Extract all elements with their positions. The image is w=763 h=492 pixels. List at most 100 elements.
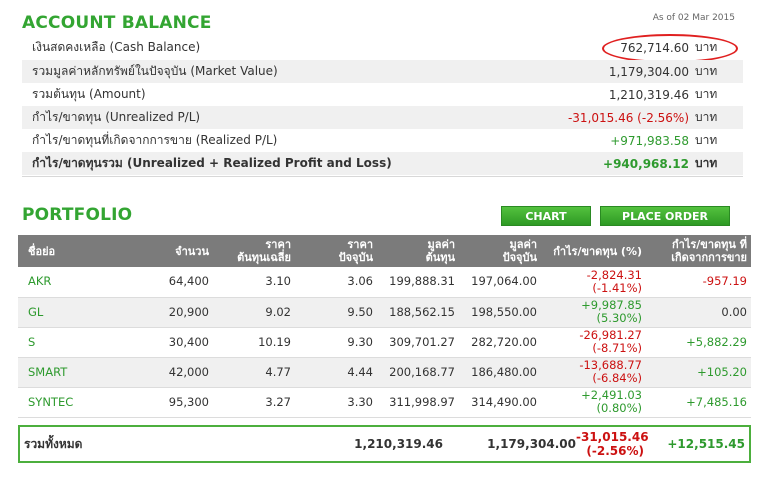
- table-row: GL 20,900 9.02 9.50 188,562.15 198,550.0…: [18, 297, 751, 328]
- cell-unrealized-pl: +9,987.85 (5.30%): [541, 297, 646, 328]
- balance-unit: บาท: [695, 87, 718, 101]
- cell-avg-cost: 4.77: [213, 357, 295, 388]
- balance-value: +971,983.58: [610, 133, 689, 148]
- upl-percent: (5.30%): [596, 311, 642, 325]
- cell-price: 9.30: [295, 327, 377, 358]
- cell-unrealized-pl: -2,824.31 (-1.41%): [541, 267, 646, 298]
- cell-unrealized-pl: -26,981.27 (-8.71%): [541, 327, 646, 358]
- header-label: จำนวน: [175, 244, 209, 258]
- header-label: ต้นทุน: [425, 251, 455, 264]
- cell-market: 314,490.00: [459, 387, 541, 418]
- total-realized-pl: +12,515.45: [667, 437, 745, 451]
- total-unrealized-pl: -31,015.46 (-2.56%): [576, 430, 649, 458]
- header-label: ชื่อย่อ: [28, 244, 56, 258]
- balance-row-realized: กำไร/ขาดทุนที่เกิดจากการขาย (Realized P/…: [22, 129, 743, 152]
- cell-realized-pl: -957.19: [646, 267, 751, 298]
- header-label: มูลค่า: [509, 238, 537, 251]
- col-header-unrealized-pl[interactable]: กำไร/ขาดทุน (%): [541, 235, 646, 267]
- cell-amount: 311,998.97: [377, 387, 459, 418]
- balance-unit: บาท: [695, 133, 718, 147]
- table-row: S 30,400 10.19 9.30 309,701.27 282,720.0…: [18, 327, 751, 358]
- chart-button[interactable]: CHART: [501, 206, 591, 226]
- table-row: SYNTEC 95,300 3.27 3.30 311,998.97 314,4…: [18, 387, 751, 418]
- total-amount: 1,210,319.46: [354, 437, 443, 451]
- symbol-link[interactable]: SMART: [18, 357, 128, 388]
- divider: [22, 176, 743, 177]
- cell-realized-pl: +7,485.16: [646, 387, 751, 418]
- account-balance-title: ACCOUNT BALANCE: [22, 13, 212, 33]
- symbol-link[interactable]: GL: [18, 297, 128, 328]
- symbol-link[interactable]: SYNTEC: [18, 387, 128, 418]
- upl-percent: (-8.71%): [592, 341, 642, 355]
- col-header-symbol[interactable]: ชื่อย่อ: [18, 235, 128, 267]
- cell-amount: 309,701.27: [377, 327, 459, 358]
- symbol-link[interactable]: S: [18, 327, 128, 358]
- balance-row-amount: รวมต้นทุน (Amount) 1,210,319.46 บาท: [22, 83, 743, 106]
- balance-value: 1,179,304.00: [608, 64, 689, 79]
- total-upl-percent: (-2.56%): [586, 444, 644, 458]
- cell-market: 198,550.00: [459, 297, 541, 328]
- total-market: 1,179,304.00: [487, 437, 576, 451]
- header-label: มูลค่า: [427, 238, 455, 251]
- cell-amount: 199,888.31: [377, 267, 459, 298]
- cell-market: 186,480.00: [459, 357, 541, 388]
- col-header-realized-pl[interactable]: กำไร/ขาดทุน ที่ เกิดจากการขาย: [646, 235, 751, 267]
- upl-value: -2,824.31: [586, 267, 642, 282]
- cell-avg-cost: 9.02: [213, 297, 295, 328]
- cell-amount: 188,562.15: [377, 297, 459, 328]
- portfolio-title: PORTFOLIO: [22, 205, 133, 225]
- cash-balance-highlight-circle: [602, 34, 738, 63]
- header-label: กำไร/ขาดทุน ที่: [672, 238, 747, 251]
- portfolio-table: ชื่อย่อ จำนวน ราคา ต้นทุนเฉลี่ย ราคา ปัจจุ…: [18, 235, 751, 418]
- cell-market: 197,064.00: [459, 267, 541, 298]
- cell-market: 282,720.00: [459, 327, 541, 358]
- cell-volume: 64,400: [128, 267, 213, 298]
- cell-volume: 42,000: [128, 357, 213, 388]
- upl-percent: (-6.84%): [592, 371, 642, 385]
- cell-unrealized-pl: +2,491.03 (0.80%): [541, 387, 646, 418]
- balance-label: กำไร/ขาดทุน (Unrealized P/L): [32, 110, 201, 124]
- balance-row-market-value: รวมมูลค่าหลักทรัพย์ในปัจจุบัน (Market Va…: [22, 60, 743, 83]
- header-label: กำไร/ขาดทุน (%): [553, 244, 642, 258]
- upl-percent: (-1.41%): [592, 280, 642, 295]
- balance-label: กำไร/ขาดทุนรวม (Unrealized + Realized Pr…: [32, 156, 392, 170]
- cell-realized-pl: +5,882.29: [646, 327, 751, 358]
- balance-label: รวมมูลค่าหลักทรัพย์ในปัจจุบัน (Market Va…: [32, 64, 278, 78]
- table-row: SMART 42,000 4.77 4.44 200,168.77 186,48…: [18, 357, 751, 388]
- balance-label: รวมต้นทุน (Amount): [32, 87, 146, 101]
- balance-row-total-pl: กำไร/ขาดทุนรวม (Unrealized + Realized Pr…: [22, 152, 743, 175]
- header-label: ปัจจุบัน: [338, 251, 373, 264]
- cell-volume: 30,400: [128, 327, 213, 358]
- cell-amount: 200,168.77: [377, 357, 459, 388]
- table-row: AKR 64,400 3.10 3.06 199,888.31 197,064.…: [18, 267, 751, 298]
- cell-price: 3.30: [295, 387, 377, 418]
- col-header-avg-cost[interactable]: ราคา ต้นทุนเฉลี่ย: [213, 235, 295, 267]
- cell-realized-pl: 0.00: [646, 297, 751, 328]
- symbol-link[interactable]: AKR: [18, 267, 128, 298]
- upl-percent: (0.80%): [596, 401, 642, 415]
- balance-value: 1,210,319.46: [608, 87, 689, 102]
- portfolio-total-row: รวมทั้งหมด 1,210,319.46 1,179,304.00 -31…: [18, 425, 751, 463]
- col-header-amount[interactable]: มูลค่า ต้นทุน: [377, 235, 459, 267]
- header-label: ราคา: [265, 238, 291, 251]
- header-label: เกิดจากการขาย: [671, 251, 747, 264]
- cell-price: 4.44: [295, 357, 377, 388]
- cell-volume: 20,900: [128, 297, 213, 328]
- balance-label: กำไร/ขาดทุนที่เกิดจากการขาย (Realized P/…: [32, 133, 278, 147]
- upl-value: +9,987.85: [581, 298, 642, 312]
- balance-value: +940,968.12: [603, 156, 689, 171]
- col-header-market[interactable]: มูลค่า ปัจจุบัน: [459, 235, 541, 267]
- cell-volume: 95,300: [128, 387, 213, 418]
- balance-label: เงินสดคงเหลือ (Cash Balance): [32, 40, 201, 54]
- col-header-volume[interactable]: จำนวน: [128, 235, 213, 267]
- upl-value: -13,688.77: [579, 358, 642, 372]
- cell-price: 9.50: [295, 297, 377, 328]
- header-label: ปัจจุบัน: [502, 251, 537, 264]
- cell-unrealized-pl: -13,688.77 (-6.84%): [541, 357, 646, 388]
- header-label: ต้นทุนเฉลี่ย: [237, 251, 291, 264]
- col-header-price[interactable]: ราคา ปัจจุบัน: [295, 235, 377, 267]
- place-order-button[interactable]: PLACE ORDER: [600, 206, 730, 226]
- balance-unit: บาท: [695, 156, 718, 170]
- cell-price: 3.06: [295, 267, 377, 298]
- total-upl-value: -31,015.46: [576, 430, 649, 444]
